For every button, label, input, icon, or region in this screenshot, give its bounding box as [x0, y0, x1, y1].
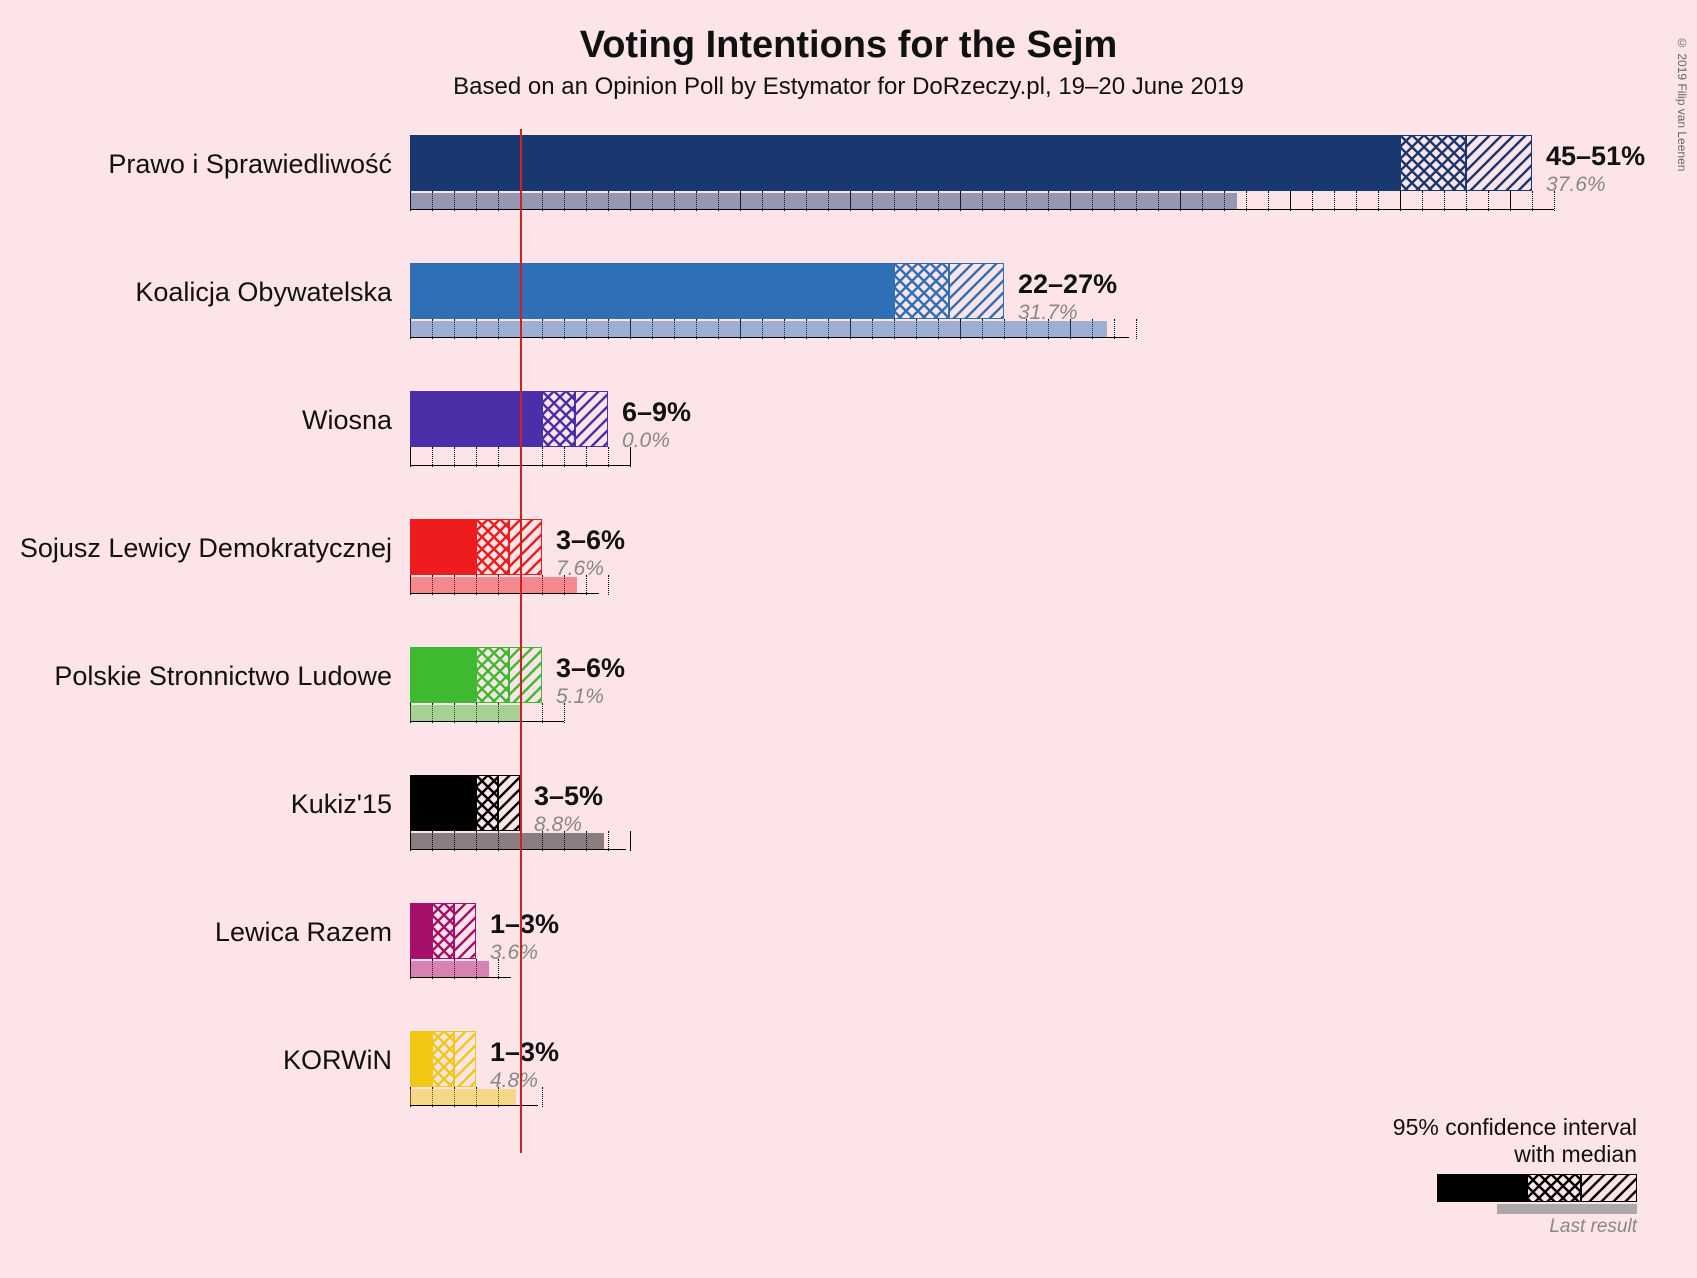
- legend-line2: with median: [1393, 1141, 1637, 1168]
- last-label: 8.8%: [534, 813, 582, 837]
- chart-row: Wiosna6–9%0.0%: [410, 385, 1630, 503]
- range-label: 45–51%: [1546, 141, 1645, 172]
- range-label: 3–6%: [556, 653, 625, 684]
- legend-last-label: Last result: [1393, 1216, 1637, 1238]
- party-label: Lewica Razem: [215, 917, 392, 948]
- range-label: 1–3%: [490, 909, 559, 940]
- chart-row: Sojusz Lewicy Demokratycznej3–6%7.6%: [410, 513, 1630, 631]
- party-label: KORWiN: [283, 1045, 392, 1076]
- chart-title: Voting Intentions for the Sejm: [0, 24, 1697, 67]
- last-label: 31.7%: [1018, 301, 1078, 325]
- chart-row: Kukiz'153–5%8.8%: [410, 769, 1630, 887]
- party-label: Kukiz'15: [291, 789, 392, 820]
- party-label: Wiosna: [302, 405, 392, 436]
- range-label: 6–9%: [622, 397, 691, 428]
- range-label: 1–3%: [490, 1037, 559, 1068]
- legend-last-bar: [1497, 1204, 1637, 1214]
- party-label: Koalicja Obywatelska: [135, 277, 392, 308]
- last-label: 0.0%: [622, 429, 670, 453]
- party-label: Prawo i Sprawiedliwość: [108, 149, 392, 180]
- last-label: 37.6%: [1546, 173, 1606, 197]
- last-label: 4.8%: [490, 1069, 538, 1093]
- range-label: 3–6%: [556, 525, 625, 556]
- legend-sample-bar: [1437, 1174, 1637, 1202]
- legend: 95% confidence interval with median Last…: [1393, 1114, 1637, 1238]
- legend-line1: 95% confidence interval: [1393, 1114, 1637, 1141]
- range-label: 22–27%: [1018, 269, 1117, 300]
- range-label: 3–5%: [534, 781, 603, 812]
- chart-row: Prawo i Sprawiedliwość45–51%37.6%: [410, 129, 1630, 247]
- party-label: Sojusz Lewicy Demokratycznej: [20, 533, 392, 564]
- chart-row: Lewica Razem1–3%3.6%: [410, 897, 1630, 1015]
- chart-row: Koalicja Obywatelska22–27%31.7%: [410, 257, 1630, 375]
- chart-subtitle: Based on an Opinion Poll by Estymator fo…: [0, 73, 1697, 101]
- last-label: 3.6%: [490, 941, 538, 965]
- bar-chart: Prawo i Sprawiedliwość45–51%37.6%Koalicj…: [410, 129, 1630, 1143]
- last-label: 5.1%: [556, 685, 604, 709]
- copyright-text: © 2019 Filip van Leenen: [1675, 36, 1689, 171]
- party-label: Polskie Stronnictwo Ludowe: [54, 661, 392, 692]
- last-label: 7.6%: [556, 557, 604, 581]
- chart-row: Polskie Stronnictwo Ludowe3–6%5.1%: [410, 641, 1630, 759]
